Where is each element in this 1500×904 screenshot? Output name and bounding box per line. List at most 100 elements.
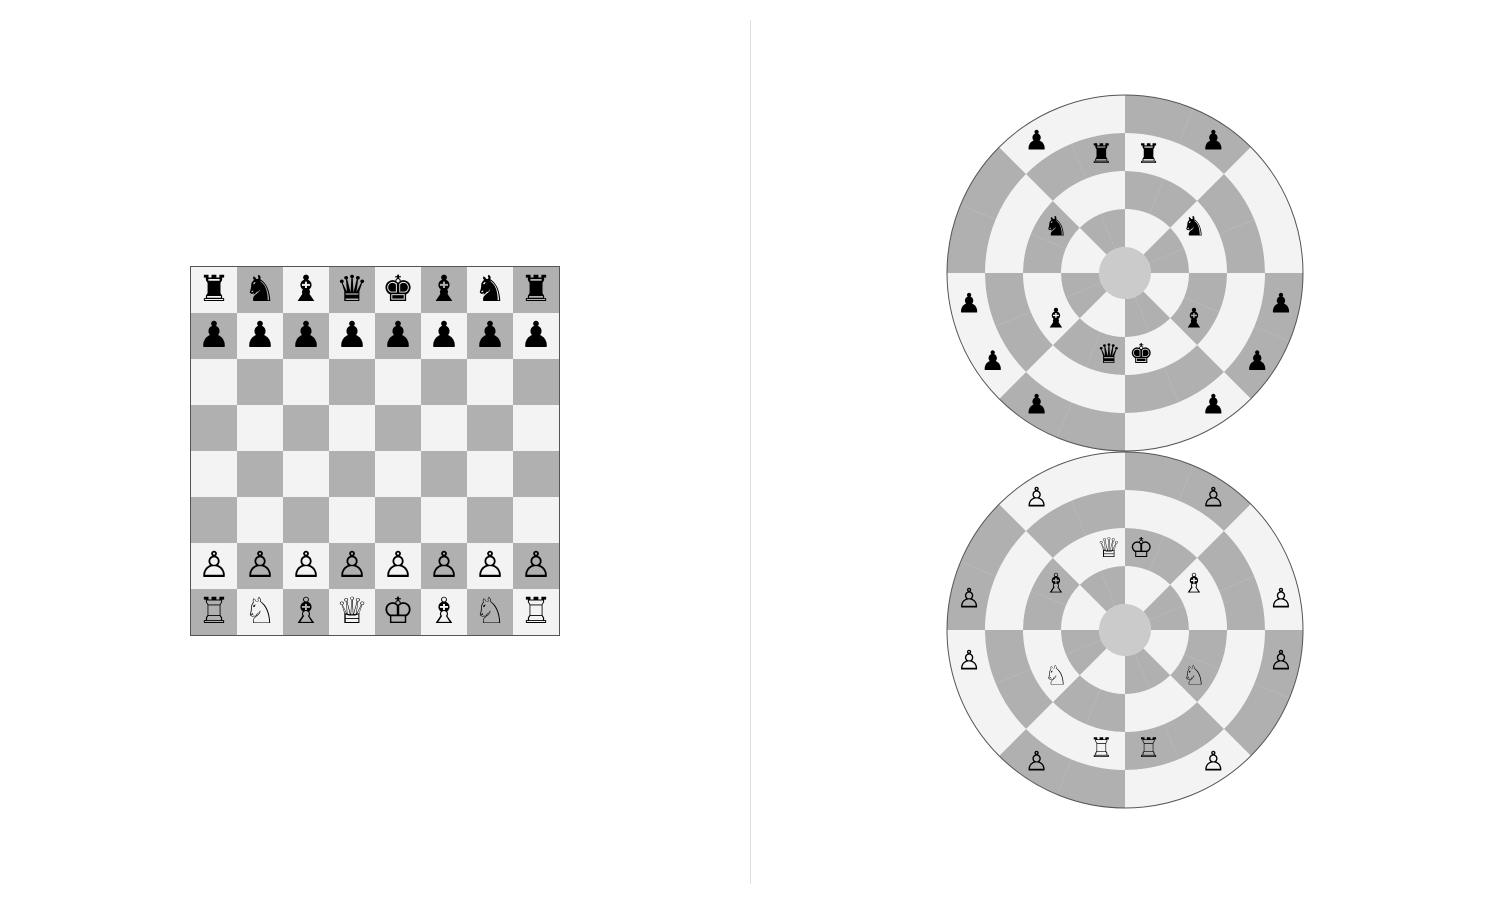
chess-piece-square[interactable]: ♙ bbox=[421, 543, 467, 589]
circular-board-cell[interactable] bbox=[1143, 282, 1185, 319]
circular-board-cell[interactable] bbox=[1149, 535, 1198, 585]
circular-board-cell[interactable] bbox=[1170, 654, 1220, 703]
circular-board-cell[interactable] bbox=[1223, 326, 1290, 399]
circular-board-cell[interactable] bbox=[985, 576, 1031, 630]
chess-piece-square[interactable]: ♖ bbox=[513, 589, 559, 635]
circular-board-cell[interactable] bbox=[999, 728, 1072, 795]
board-square[interactable] bbox=[191, 497, 237, 543]
circular-board-cell[interactable] bbox=[1023, 590, 1066, 630]
circular-board-cell[interactable] bbox=[1164, 702, 1224, 760]
chess-piece-square[interactable]: ♙ bbox=[329, 543, 375, 589]
board-square[interactable] bbox=[467, 359, 513, 405]
circular-board-cell[interactable] bbox=[1079, 648, 1116, 690]
circular-board-cell[interactable] bbox=[1125, 566, 1150, 606]
circular-board-cell[interactable] bbox=[1125, 724, 1179, 770]
board-square[interactable] bbox=[283, 359, 329, 405]
circular-board-cell[interactable] bbox=[1170, 557, 1220, 606]
circular-board-cell[interactable] bbox=[1023, 233, 1066, 273]
circular-board-cell[interactable] bbox=[985, 219, 1031, 273]
chess-piece-square[interactable]: ♟ bbox=[237, 313, 283, 359]
circular-board-cell[interactable] bbox=[1223, 683, 1290, 756]
chess-piece[interactable]: ♘ bbox=[1182, 661, 1206, 692]
circular-board-cell[interactable] bbox=[1219, 630, 1265, 684]
circular-board-cell[interactable] bbox=[1100, 566, 1125, 606]
circular-board-cell[interactable] bbox=[1065, 639, 1107, 676]
chess-piece-square[interactable]: ♙ bbox=[191, 543, 237, 589]
circular-board-cell[interactable] bbox=[1030, 200, 1080, 249]
circular-board-cell[interactable] bbox=[1085, 332, 1125, 375]
circular-board-cell[interactable] bbox=[1178, 371, 1251, 438]
chess-piece[interactable]: ♙ bbox=[957, 646, 981, 677]
circular-board-cell[interactable] bbox=[1134, 570, 1171, 612]
chess-piece[interactable]: ♔ bbox=[1129, 533, 1153, 564]
chess-piece-square[interactable]: ♘ bbox=[237, 589, 283, 635]
circular-board-cell[interactable] bbox=[1061, 248, 1101, 273]
circular-board-cell[interactable] bbox=[1071, 367, 1125, 413]
circular-board-cell[interactable] bbox=[1125, 332, 1165, 375]
board-square[interactable] bbox=[191, 359, 237, 405]
board-square[interactable] bbox=[329, 497, 375, 543]
circular-board-cell[interactable] bbox=[1100, 654, 1125, 694]
circular-board-cell[interactable] bbox=[960, 683, 1027, 756]
circular-board-cell[interactable] bbox=[1149, 675, 1198, 725]
chess-piece[interactable]: ♞ bbox=[1182, 211, 1206, 242]
circular-board-cell[interactable] bbox=[1223, 147, 1290, 220]
circular-board-cell[interactable] bbox=[999, 465, 1072, 532]
circular-board-cell[interactable] bbox=[1149, 273, 1189, 298]
chess-piece[interactable]: ♟ bbox=[1269, 289, 1293, 320]
chess-piece-square[interactable]: ♝ bbox=[283, 267, 329, 313]
circular-board-cell[interactable] bbox=[1134, 648, 1171, 690]
circular-board-cell[interactable] bbox=[1125, 367, 1179, 413]
circular-board-cell[interactable] bbox=[1134, 213, 1171, 255]
chess-piece-square[interactable]: ♟ bbox=[283, 313, 329, 359]
circular-board-cell[interactable] bbox=[1026, 345, 1086, 403]
circular-board-cell[interactable] bbox=[1065, 282, 1107, 319]
circular-board-cell[interactable] bbox=[1085, 689, 1125, 732]
chess-piece-square[interactable]: ♙ bbox=[513, 543, 559, 589]
board-square[interactable] bbox=[329, 451, 375, 497]
board-square[interactable] bbox=[283, 451, 329, 497]
board-square[interactable] bbox=[375, 359, 421, 405]
chess-piece[interactable]: ♙ bbox=[1025, 482, 1049, 513]
circular-board-cell[interactable] bbox=[1170, 200, 1220, 249]
board-square[interactable] bbox=[513, 497, 559, 543]
circular-board-cell[interactable] bbox=[1125, 759, 1194, 808]
circular-board-cell[interactable] bbox=[1026, 702, 1086, 760]
circular-board-cell[interactable] bbox=[1061, 605, 1101, 630]
chess-piece[interactable]: ♟ bbox=[1201, 390, 1225, 421]
circular-board-cell[interactable] bbox=[995, 312, 1053, 372]
circular-board-cell[interactable] bbox=[1149, 248, 1189, 273]
chess-piece[interactable]: ♟ bbox=[981, 346, 1005, 377]
chess-piece-square[interactable]: ♞ bbox=[467, 267, 513, 313]
circular-board-cell[interactable] bbox=[1184, 273, 1227, 313]
circular-board-cell[interactable] bbox=[1197, 531, 1255, 591]
circular-board-cell[interactable] bbox=[1184, 630, 1227, 670]
board-square[interactable] bbox=[283, 405, 329, 451]
board-square[interactable] bbox=[283, 497, 329, 543]
circular-board-cell[interactable] bbox=[1100, 209, 1125, 249]
circular-board-cell[interactable] bbox=[1184, 233, 1227, 273]
chess-piece-square[interactable]: ♟ bbox=[329, 313, 375, 359]
board-square[interactable] bbox=[329, 405, 375, 451]
circular-board-cell[interactable] bbox=[1026, 500, 1086, 558]
chess-piece-square[interactable]: ♚ bbox=[375, 267, 421, 313]
circular-board-cell[interactable] bbox=[1254, 561, 1303, 630]
circular-board-cell[interactable] bbox=[1125, 95, 1194, 144]
board-square[interactable] bbox=[237, 451, 283, 497]
chess-piece-square[interactable]: ♘ bbox=[467, 589, 513, 635]
circular-board-cell[interactable] bbox=[1125, 689, 1165, 732]
circular-board-cell[interactable] bbox=[1178, 465, 1251, 532]
circular-board-cell[interactable] bbox=[1052, 178, 1101, 228]
chess-piece[interactable]: ♙ bbox=[1269, 646, 1293, 677]
circular-board-cell[interactable] bbox=[1164, 143, 1224, 201]
board-square[interactable] bbox=[467, 497, 513, 543]
chess-piece[interactable]: ♞ bbox=[1044, 211, 1068, 242]
circular-board-cell[interactable] bbox=[1143, 227, 1185, 264]
circular-board-cell[interactable] bbox=[1219, 273, 1265, 327]
chess-piece[interactable]: ♗ bbox=[1182, 568, 1206, 599]
circular-board-cell[interactable] bbox=[1149, 605, 1189, 630]
circular-board-cell[interactable] bbox=[1197, 174, 1255, 234]
board-square[interactable] bbox=[191, 451, 237, 497]
chess-piece[interactable]: ♝ bbox=[1182, 304, 1206, 335]
chess-piece[interactable]: ♖ bbox=[1136, 733, 1160, 764]
